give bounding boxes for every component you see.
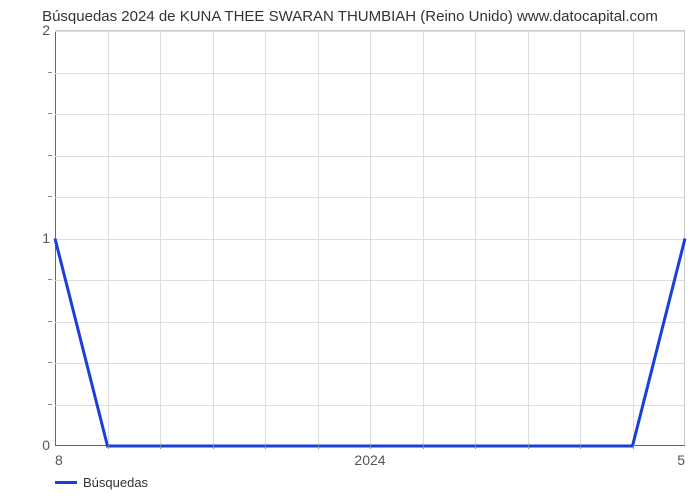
xtick-minor: [475, 445, 476, 449]
xtick-minor: [108, 445, 109, 449]
ytick-minor: [48, 113, 52, 114]
plot-area: [55, 30, 685, 445]
ytick-minor: [48, 404, 52, 405]
legend-label: Búsquedas: [83, 475, 148, 490]
ytick-minor: [48, 72, 52, 73]
xtick-right: 5: [677, 452, 685, 468]
ytick-2: 2: [30, 22, 50, 38]
xtick-minor: [160, 445, 161, 449]
xtick-minor: [528, 445, 529, 449]
xtick-center: 2024: [354, 452, 385, 468]
xtick-minor: [633, 445, 634, 449]
xtick-minor: [423, 445, 424, 449]
ytick-minor: [48, 321, 52, 322]
chart-title: Búsquedas 2024 de KUNA THEE SWARAN THUMB…: [0, 8, 700, 25]
ytick-1: 1: [30, 230, 50, 246]
xtick-minor: [265, 445, 266, 449]
xtick-minor: [370, 445, 371, 449]
ytick-minor: [48, 196, 52, 197]
legend-swatch: [55, 481, 77, 484]
line-series: [55, 31, 684, 445]
legend: Búsquedas: [55, 475, 148, 490]
ytick-minor: [48, 279, 52, 280]
chart-container: Búsquedas 2024 de KUNA THEE SWARAN THUMB…: [0, 0, 700, 500]
xtick-minor: [580, 445, 581, 449]
xtick-minor: [318, 445, 319, 449]
ytick-0: 0: [30, 437, 50, 453]
xtick-left: 8: [55, 452, 63, 468]
ytick-minor: [48, 155, 52, 156]
ytick-minor: [48, 362, 52, 363]
xtick-minor: [213, 445, 214, 449]
